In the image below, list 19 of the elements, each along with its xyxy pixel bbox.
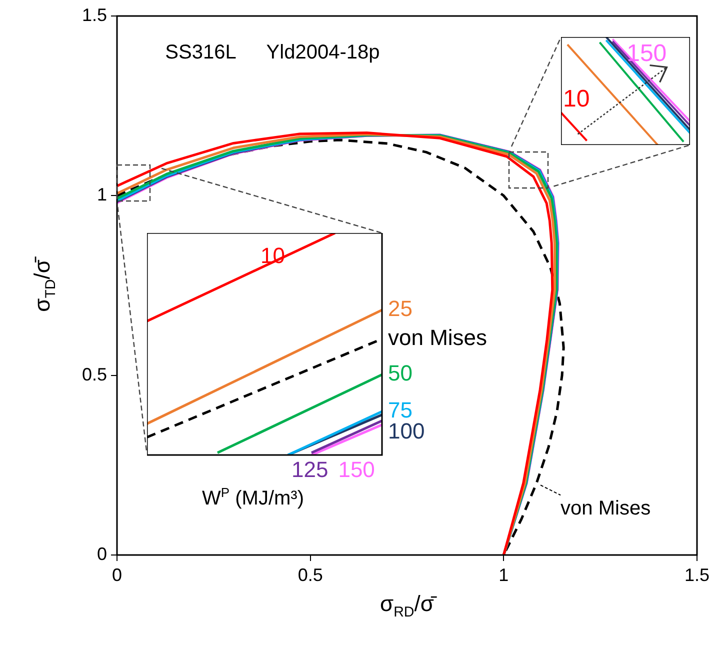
series-label: 10 xyxy=(563,86,590,113)
y-tick-label: 0.5 xyxy=(82,364,107,384)
y-tick-label: 1.5 xyxy=(82,4,107,25)
series-label: 25 xyxy=(388,296,412,322)
series-label: von Mises xyxy=(388,324,488,350)
legend-label: von Mises xyxy=(560,498,651,520)
legend-title: W$^{P}$ (MJ/m³) xyxy=(202,485,304,511)
series-label: 150 xyxy=(338,457,375,482)
x-tick-label: 1 xyxy=(498,564,509,585)
series-label: 125 xyxy=(292,457,328,482)
x-tick-label: 0.5 xyxy=(298,564,323,585)
annotation: Yld2004-18p xyxy=(266,42,380,64)
x-tick-label: 0 xyxy=(112,564,122,585)
series-label: 50 xyxy=(388,360,412,386)
y-tick-label: 0 xyxy=(96,544,107,564)
x-tick-label: 1.5 xyxy=(684,564,710,585)
y-tick-label: 1 xyxy=(96,184,107,205)
series-label: 150 xyxy=(626,40,667,67)
annotation: SS316L xyxy=(165,42,236,64)
